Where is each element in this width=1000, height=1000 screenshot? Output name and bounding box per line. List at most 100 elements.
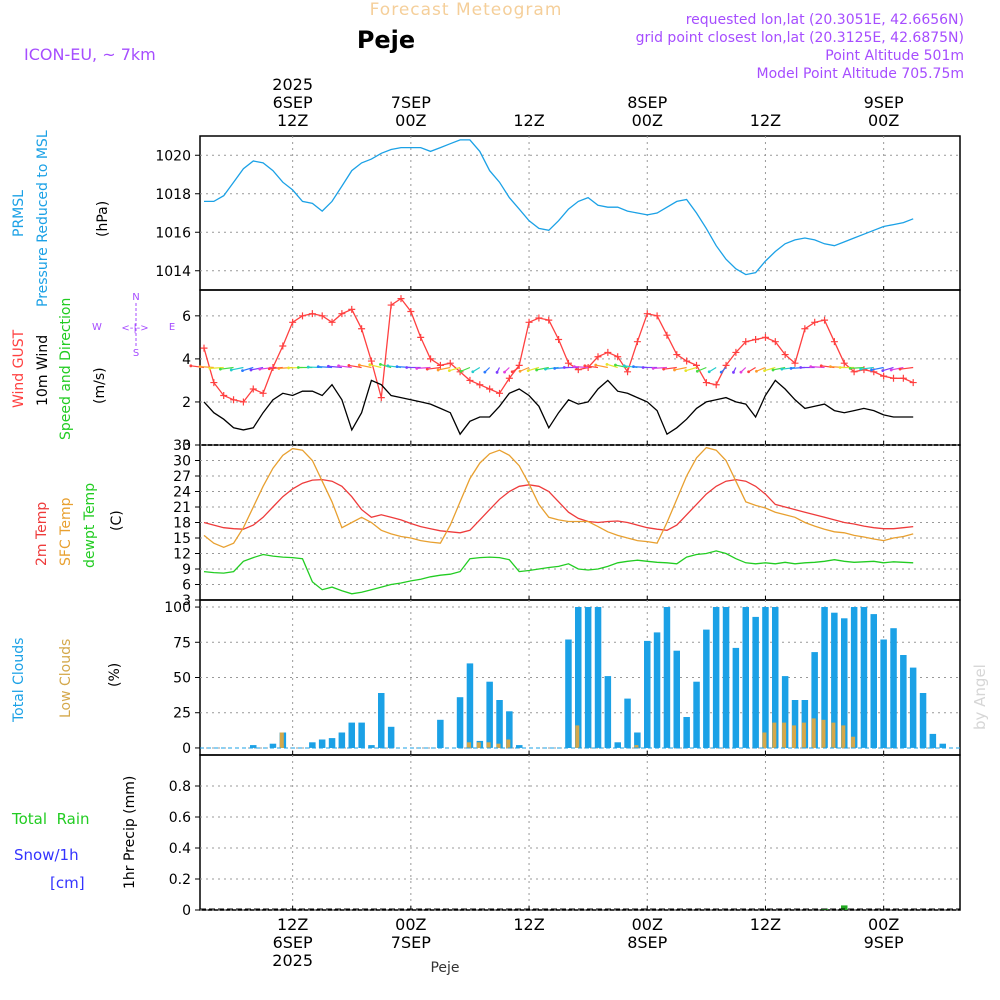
gust-marker [486, 385, 494, 393]
bar-total-clouds [831, 612, 838, 748]
gust-marker [348, 305, 356, 313]
prmsl-label: PRMSL [11, 190, 27, 237]
y-tick-label: 0.8 [169, 779, 191, 795]
wind-arrow-head [732, 370, 735, 374]
bar-low-clouds [841, 725, 846, 748]
gust-marker [377, 394, 385, 402]
gust-marker [476, 381, 484, 389]
bar-total-clouds [594, 607, 602, 748]
y-tick-label: 4 [182, 352, 191, 368]
wind-arrow-head [379, 362, 382, 366]
wind-direction-arrow [663, 366, 677, 370]
model-label: ICON-EU, ~ 7km [24, 45, 156, 64]
bar-total-clouds [870, 614, 877, 748]
gust-marker [328, 318, 336, 326]
gust-marker [466, 376, 474, 384]
bar-low-clouds [506, 739, 511, 748]
wind-arrow-head [306, 365, 310, 369]
wind-arrow-head [510, 370, 514, 374]
bottom-time-label: 00Z [868, 915, 899, 934]
bar-total-clouds [328, 738, 336, 748]
bar-low-clouds [466, 742, 471, 748]
y-tick-label: 33 [173, 438, 191, 454]
bar-total-clouds [880, 639, 887, 748]
bar-total-clouds [722, 607, 730, 748]
y-tick-label: 100 [164, 600, 191, 616]
top-time-label: 00Z [632, 111, 663, 130]
bar-low-clouds [476, 742, 481, 748]
gust-marker [200, 344, 208, 352]
series-line-sfc-temp [203, 446, 914, 549]
wind-arrow-head [572, 365, 576, 369]
gust-marker [308, 310, 316, 318]
gust-marker [387, 301, 395, 309]
wind-arrow-head [218, 367, 222, 371]
wind-gust-label: Wind GUST [11, 329, 27, 408]
wind-direction-arrow [259, 366, 274, 370]
bar-total-clouds [811, 652, 818, 748]
bar-total-clouds [772, 607, 779, 748]
wind-arrow-head [337, 364, 340, 368]
series-line-dewpt-temp [203, 550, 914, 595]
bar-total-clouds [466, 663, 474, 748]
gust-marker [633, 338, 641, 346]
wind-direction-arrow [416, 366, 431, 369]
wind-direction-arrow [359, 364, 372, 369]
bar-total-rain [841, 905, 848, 910]
bar-total-clouds [850, 607, 858, 748]
wind-arrow-head [436, 368, 440, 372]
wind-arrow-head [755, 369, 758, 373]
gust-marker [752, 336, 760, 344]
wind-arrow-head [518, 369, 522, 373]
bar-total-clouds [309, 742, 316, 748]
gust-marker [367, 357, 375, 365]
gust-marker [555, 336, 563, 344]
bar-total-clouds [742, 607, 749, 748]
gust-marker [663, 331, 671, 339]
wind-direction-arrow [756, 366, 766, 372]
wind-arrow-head [739, 370, 743, 374]
wind-arrow-head [287, 366, 290, 370]
bar-total-clouds [575, 607, 582, 748]
y-tick-label: 75 [173, 635, 191, 651]
gust-marker [624, 368, 632, 376]
wind-arrow-head [695, 369, 699, 373]
wind-arrow-head [562, 366, 566, 369]
gust-marker [505, 374, 513, 382]
bar-total-clouds [860, 607, 868, 748]
wind-unit-label: (m/s) [92, 367, 108, 404]
bar-total-clouds [791, 700, 799, 748]
wind-direction-arrow [871, 366, 884, 371]
gust-marker [830, 338, 838, 346]
bar-total-clouds [752, 616, 759, 748]
bar-total-clouds [653, 632, 661, 748]
wind-arrow-head [707, 370, 711, 374]
wind-arrow-head [809, 365, 813, 369]
bar-total-clouds [437, 719, 444, 748]
gust-marker [801, 325, 809, 333]
bar-low-clouds [831, 722, 836, 748]
bar-total-clouds [683, 717, 690, 748]
wind-direction-arrow [606, 363, 618, 369]
wind-direction-arrow [348, 364, 362, 369]
top-time-label: 7SEP [391, 93, 431, 112]
wind-direction-arrow [850, 366, 864, 369]
gust-marker [397, 295, 405, 303]
wind-direction-arrow [891, 366, 904, 371]
wind-direction-arrow [615, 364, 628, 369]
y-tick-label: 30 [173, 454, 191, 470]
bar-total-clouds [919, 693, 927, 748]
temp-sfc-label: SFC Temp [58, 497, 74, 566]
wind-arrow-head [198, 365, 202, 369]
y-tick-label: 2 [182, 395, 191, 411]
wind-direction-arrow [369, 364, 382, 369]
wind-arrow-head [189, 364, 193, 368]
top-time-label: 00Z [395, 111, 426, 130]
wind-arrow-head [326, 364, 330, 368]
wind-arrow-head [583, 364, 587, 368]
gust-marker [683, 357, 691, 365]
bar-total-clouds [703, 629, 710, 748]
gust-marker [299, 312, 306, 320]
